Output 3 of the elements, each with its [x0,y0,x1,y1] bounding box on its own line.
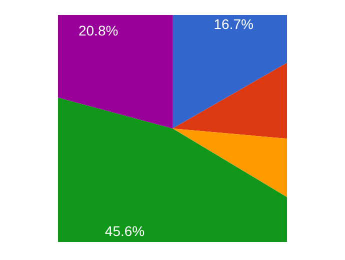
data-label: 20.8% [78,22,118,38]
data-label: 16.7% [214,16,254,32]
data-label: 45.6% [104,222,145,239]
